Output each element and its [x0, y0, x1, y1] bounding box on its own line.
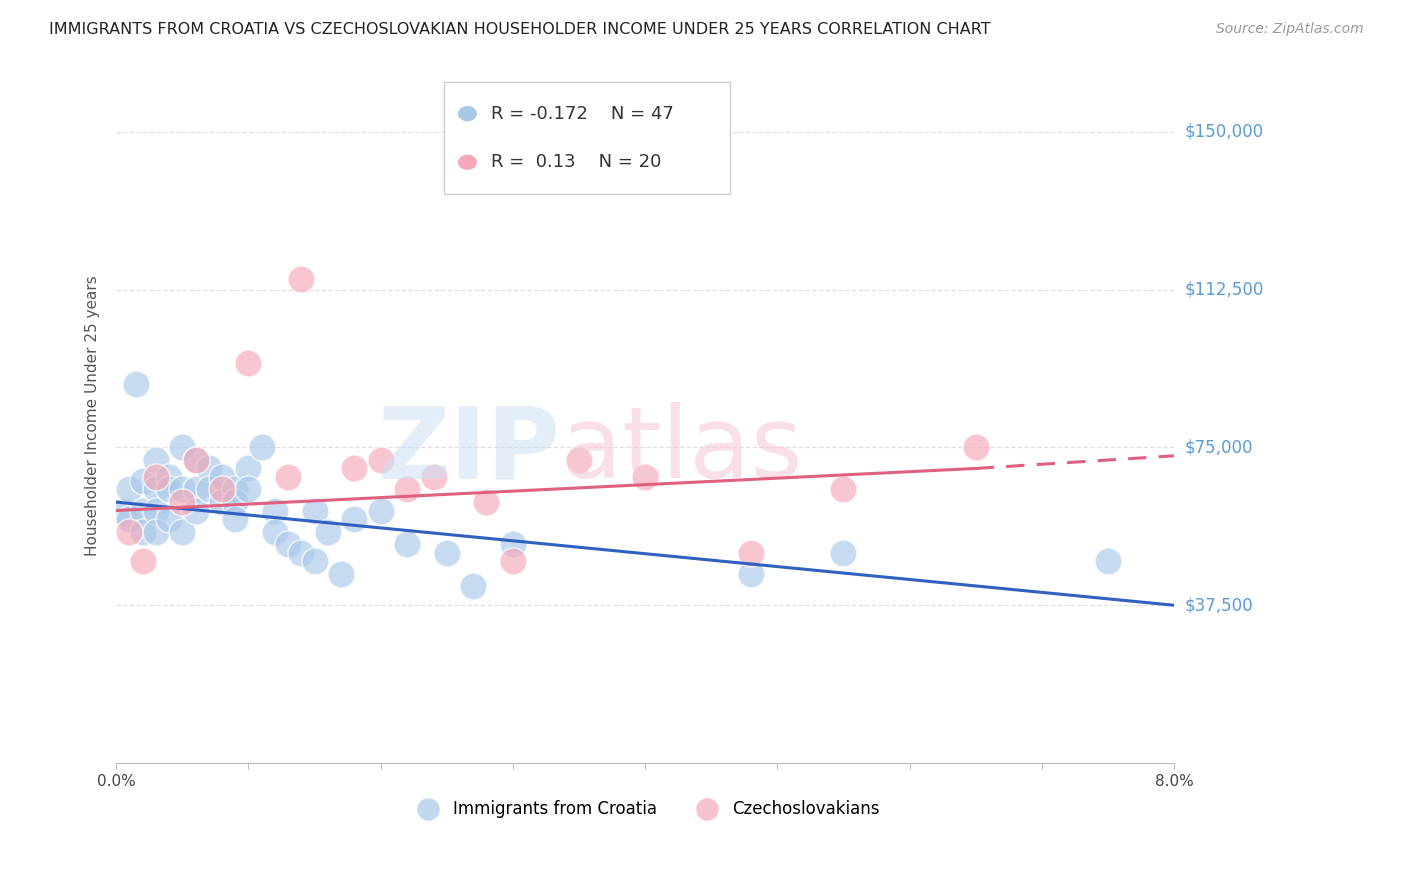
- Point: [118, 524, 141, 539]
- Point: [132, 503, 155, 517]
- Point: [634, 470, 657, 484]
- Point: [463, 579, 485, 593]
- Text: $75,000: $75,000: [1185, 438, 1254, 457]
- Point: [172, 483, 194, 497]
- Point: [1097, 554, 1119, 568]
- Point: [238, 356, 260, 370]
- Point: [172, 524, 194, 539]
- Text: IMMIGRANTS FROM CROATIA VS CZECHOSLOVAKIAN HOUSEHOLDER INCOME UNDER 25 YEARS COR: IMMIGRANTS FROM CROATIA VS CZECHOSLOVAKI…: [49, 22, 991, 37]
- FancyBboxPatch shape: [444, 82, 730, 194]
- Point: [965, 441, 987, 455]
- Point: [184, 453, 207, 467]
- Point: [290, 546, 312, 560]
- Point: [132, 524, 155, 539]
- Point: [330, 566, 353, 581]
- Point: [157, 470, 180, 484]
- Point: [343, 461, 366, 475]
- Point: [211, 470, 233, 484]
- Point: [475, 495, 498, 509]
- Text: $37,500: $37,500: [1185, 596, 1254, 615]
- Point: [316, 524, 339, 539]
- Point: [224, 483, 246, 497]
- Point: [290, 272, 312, 286]
- Point: [264, 503, 287, 517]
- Text: $150,000: $150,000: [1185, 123, 1264, 141]
- Point: [145, 453, 167, 467]
- Point: [568, 453, 591, 467]
- Text: R = -0.172    N = 47: R = -0.172 N = 47: [491, 104, 673, 123]
- Point: [172, 441, 194, 455]
- Point: [740, 566, 762, 581]
- Point: [184, 483, 207, 497]
- Point: [502, 537, 524, 551]
- Y-axis label: Householder Income Under 25 years: Householder Income Under 25 years: [86, 276, 100, 557]
- Point: [277, 537, 299, 551]
- Point: [211, 483, 233, 497]
- Point: [422, 470, 444, 484]
- Point: [238, 461, 260, 475]
- Text: R =  0.13    N = 20: R = 0.13 N = 20: [491, 153, 661, 171]
- Point: [343, 512, 366, 526]
- Point: [740, 546, 762, 560]
- Point: [198, 483, 221, 497]
- Point: [304, 503, 326, 517]
- Point: [125, 377, 148, 392]
- Text: Source: ZipAtlas.com: Source: ZipAtlas.com: [1216, 22, 1364, 37]
- Point: [184, 503, 207, 517]
- Point: [145, 483, 167, 497]
- Point: [111, 503, 134, 517]
- Point: [502, 554, 524, 568]
- Point: [238, 483, 260, 497]
- Text: ZIP: ZIP: [378, 402, 561, 499]
- Point: [132, 474, 155, 488]
- Point: [211, 495, 233, 509]
- Text: atlas: atlas: [561, 402, 803, 499]
- Ellipse shape: [457, 105, 478, 122]
- Point: [157, 512, 180, 526]
- Point: [224, 495, 246, 509]
- Legend: Immigrants from Croatia, Czechoslovakians: Immigrants from Croatia, Czechoslovakian…: [405, 793, 886, 824]
- Point: [118, 512, 141, 526]
- Point: [277, 470, 299, 484]
- Point: [157, 483, 180, 497]
- Point: [832, 546, 855, 560]
- Point: [224, 512, 246, 526]
- Point: [370, 503, 392, 517]
- Point: [832, 483, 855, 497]
- Point: [184, 453, 207, 467]
- Point: [396, 483, 419, 497]
- Ellipse shape: [457, 154, 478, 170]
- Point: [172, 495, 194, 509]
- Point: [132, 554, 155, 568]
- Point: [370, 453, 392, 467]
- Point: [436, 546, 458, 560]
- Point: [396, 537, 419, 551]
- Point: [118, 483, 141, 497]
- Point: [304, 554, 326, 568]
- Point: [264, 524, 287, 539]
- Point: [145, 470, 167, 484]
- Text: $112,500: $112,500: [1185, 280, 1264, 299]
- Point: [145, 503, 167, 517]
- Point: [198, 461, 221, 475]
- Point: [250, 441, 273, 455]
- Point: [145, 524, 167, 539]
